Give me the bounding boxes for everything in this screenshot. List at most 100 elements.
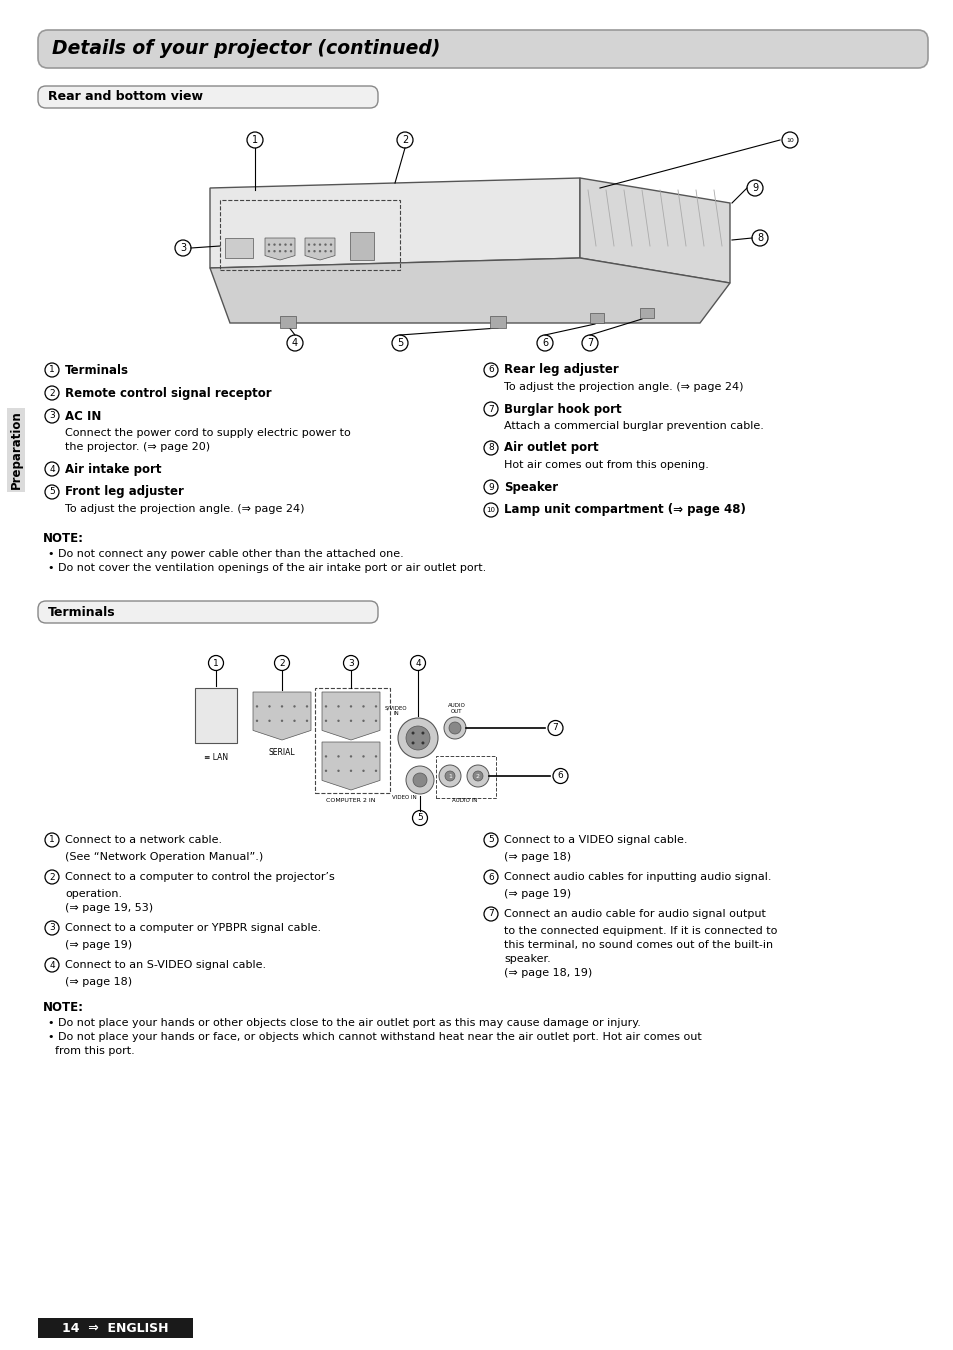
Circle shape bbox=[406, 765, 434, 794]
Text: Front leg adjuster: Front leg adjuster bbox=[65, 486, 184, 498]
Circle shape bbox=[350, 769, 352, 772]
Circle shape bbox=[324, 705, 327, 707]
Text: operation.: operation. bbox=[65, 890, 122, 899]
Text: 3: 3 bbox=[49, 923, 55, 933]
Text: 1: 1 bbox=[252, 135, 258, 144]
Text: 3: 3 bbox=[180, 243, 186, 252]
FancyBboxPatch shape bbox=[38, 86, 377, 108]
Text: (⇒ page 18): (⇒ page 18) bbox=[65, 977, 132, 987]
Circle shape bbox=[421, 732, 424, 734]
Circle shape bbox=[308, 250, 310, 252]
Text: (⇒ page 18, 19): (⇒ page 18, 19) bbox=[503, 968, 592, 977]
Circle shape bbox=[306, 720, 308, 722]
Text: 4: 4 bbox=[50, 960, 54, 969]
Text: AUDIO IN: AUDIO IN bbox=[452, 798, 477, 803]
Text: this terminal, no sound comes out of the built-in: this terminal, no sound comes out of the… bbox=[503, 940, 772, 950]
Text: 2: 2 bbox=[50, 872, 54, 882]
Text: COMPUTER 2 IN: COMPUTER 2 IN bbox=[326, 798, 375, 803]
Circle shape bbox=[313, 243, 315, 246]
Bar bbox=[490, 316, 505, 328]
Circle shape bbox=[290, 243, 292, 246]
Text: To adjust the projection angle. (⇒ page 24): To adjust the projection angle. (⇒ page … bbox=[65, 504, 304, 514]
Text: To adjust the projection angle. (⇒ page 24): To adjust the projection angle. (⇒ page … bbox=[503, 382, 742, 391]
Text: 2: 2 bbox=[476, 774, 479, 779]
Text: 8: 8 bbox=[756, 234, 762, 243]
Circle shape bbox=[362, 705, 364, 707]
Text: 7: 7 bbox=[586, 338, 593, 348]
Circle shape bbox=[444, 771, 455, 782]
Circle shape bbox=[473, 771, 482, 782]
Text: 10: 10 bbox=[785, 138, 793, 143]
Text: 9: 9 bbox=[751, 184, 758, 193]
Text: 7: 7 bbox=[552, 724, 558, 733]
Text: 5: 5 bbox=[49, 487, 55, 497]
Text: the projector. (⇒ page 20): the projector. (⇒ page 20) bbox=[65, 441, 210, 452]
Text: Burglar hook port: Burglar hook port bbox=[503, 402, 621, 416]
Text: Terminals: Terminals bbox=[65, 363, 129, 377]
Text: ≡ LAN: ≡ LAN bbox=[204, 753, 228, 761]
Polygon shape bbox=[579, 178, 729, 284]
Text: Attach a commercial burglar prevention cable.: Attach a commercial burglar prevention c… bbox=[503, 421, 763, 431]
Circle shape bbox=[330, 250, 332, 252]
Circle shape bbox=[438, 765, 460, 787]
Text: Connect to an S-VIDEO signal cable.: Connect to an S-VIDEO signal cable. bbox=[65, 960, 266, 971]
Bar bbox=[38, 1318, 193, 1338]
Text: S/VIDEO
IN: S/VIDEO IN bbox=[384, 705, 407, 716]
Circle shape bbox=[443, 717, 465, 738]
Bar bbox=[225, 238, 253, 258]
Circle shape bbox=[268, 250, 270, 252]
Text: 4: 4 bbox=[292, 338, 297, 348]
Text: 8: 8 bbox=[488, 444, 494, 452]
Circle shape bbox=[273, 250, 275, 252]
Bar bbox=[194, 688, 236, 742]
Circle shape bbox=[449, 722, 460, 734]
Text: Rear and bottom view: Rear and bottom view bbox=[48, 90, 203, 104]
Text: Details of your projector (continued): Details of your projector (continued) bbox=[52, 39, 440, 58]
Circle shape bbox=[284, 243, 287, 246]
Circle shape bbox=[308, 243, 310, 246]
Circle shape bbox=[350, 720, 352, 722]
Text: • Do not place your hands or other objects close to the air outlet port as this : • Do not place your hands or other objec… bbox=[48, 1018, 640, 1027]
Text: AC IN: AC IN bbox=[65, 409, 101, 423]
Circle shape bbox=[375, 720, 376, 722]
Text: Lamp unit compartment (⇒ page 48): Lamp unit compartment (⇒ page 48) bbox=[503, 504, 745, 517]
Text: Connect to a VIDEO signal cable.: Connect to a VIDEO signal cable. bbox=[503, 836, 687, 845]
Text: 4: 4 bbox=[50, 464, 54, 474]
Text: speaker.: speaker. bbox=[503, 954, 550, 964]
Circle shape bbox=[350, 755, 352, 757]
Text: NOTE:: NOTE: bbox=[43, 1000, 84, 1014]
Text: (See “Network Operation Manual”.): (See “Network Operation Manual”.) bbox=[65, 852, 263, 863]
Text: 2: 2 bbox=[401, 135, 408, 144]
FancyBboxPatch shape bbox=[38, 30, 927, 68]
Circle shape bbox=[411, 732, 415, 734]
Circle shape bbox=[293, 705, 295, 707]
Text: Connect the power cord to supply electric power to: Connect the power cord to supply electri… bbox=[65, 428, 351, 437]
Text: (⇒ page 19): (⇒ page 19) bbox=[503, 890, 571, 899]
Text: 5: 5 bbox=[488, 836, 494, 845]
Text: 2: 2 bbox=[50, 389, 54, 397]
Text: (⇒ page 19): (⇒ page 19) bbox=[65, 940, 132, 950]
Circle shape bbox=[255, 720, 258, 722]
Circle shape bbox=[318, 250, 321, 252]
Text: 9: 9 bbox=[488, 482, 494, 491]
Bar bbox=[280, 316, 295, 328]
Text: Connect audio cables for inputting audio signal.: Connect audio cables for inputting audio… bbox=[503, 872, 771, 882]
Text: 6: 6 bbox=[488, 366, 494, 374]
Circle shape bbox=[337, 755, 339, 757]
Circle shape bbox=[421, 741, 424, 744]
Polygon shape bbox=[210, 178, 579, 269]
Circle shape bbox=[330, 243, 332, 246]
Circle shape bbox=[362, 755, 364, 757]
Text: VIDEO IN: VIDEO IN bbox=[392, 795, 416, 801]
Text: 2: 2 bbox=[279, 659, 285, 667]
Circle shape bbox=[273, 243, 275, 246]
Circle shape bbox=[337, 769, 339, 772]
Circle shape bbox=[324, 243, 326, 246]
Circle shape bbox=[280, 720, 283, 722]
Text: 6: 6 bbox=[541, 338, 547, 348]
Text: Connect an audio cable for audio signal output: Connect an audio cable for audio signal … bbox=[503, 909, 765, 919]
Circle shape bbox=[280, 705, 283, 707]
Circle shape bbox=[306, 705, 308, 707]
Polygon shape bbox=[265, 238, 294, 261]
Text: Hot air comes out from this opening.: Hot air comes out from this opening. bbox=[503, 460, 708, 470]
